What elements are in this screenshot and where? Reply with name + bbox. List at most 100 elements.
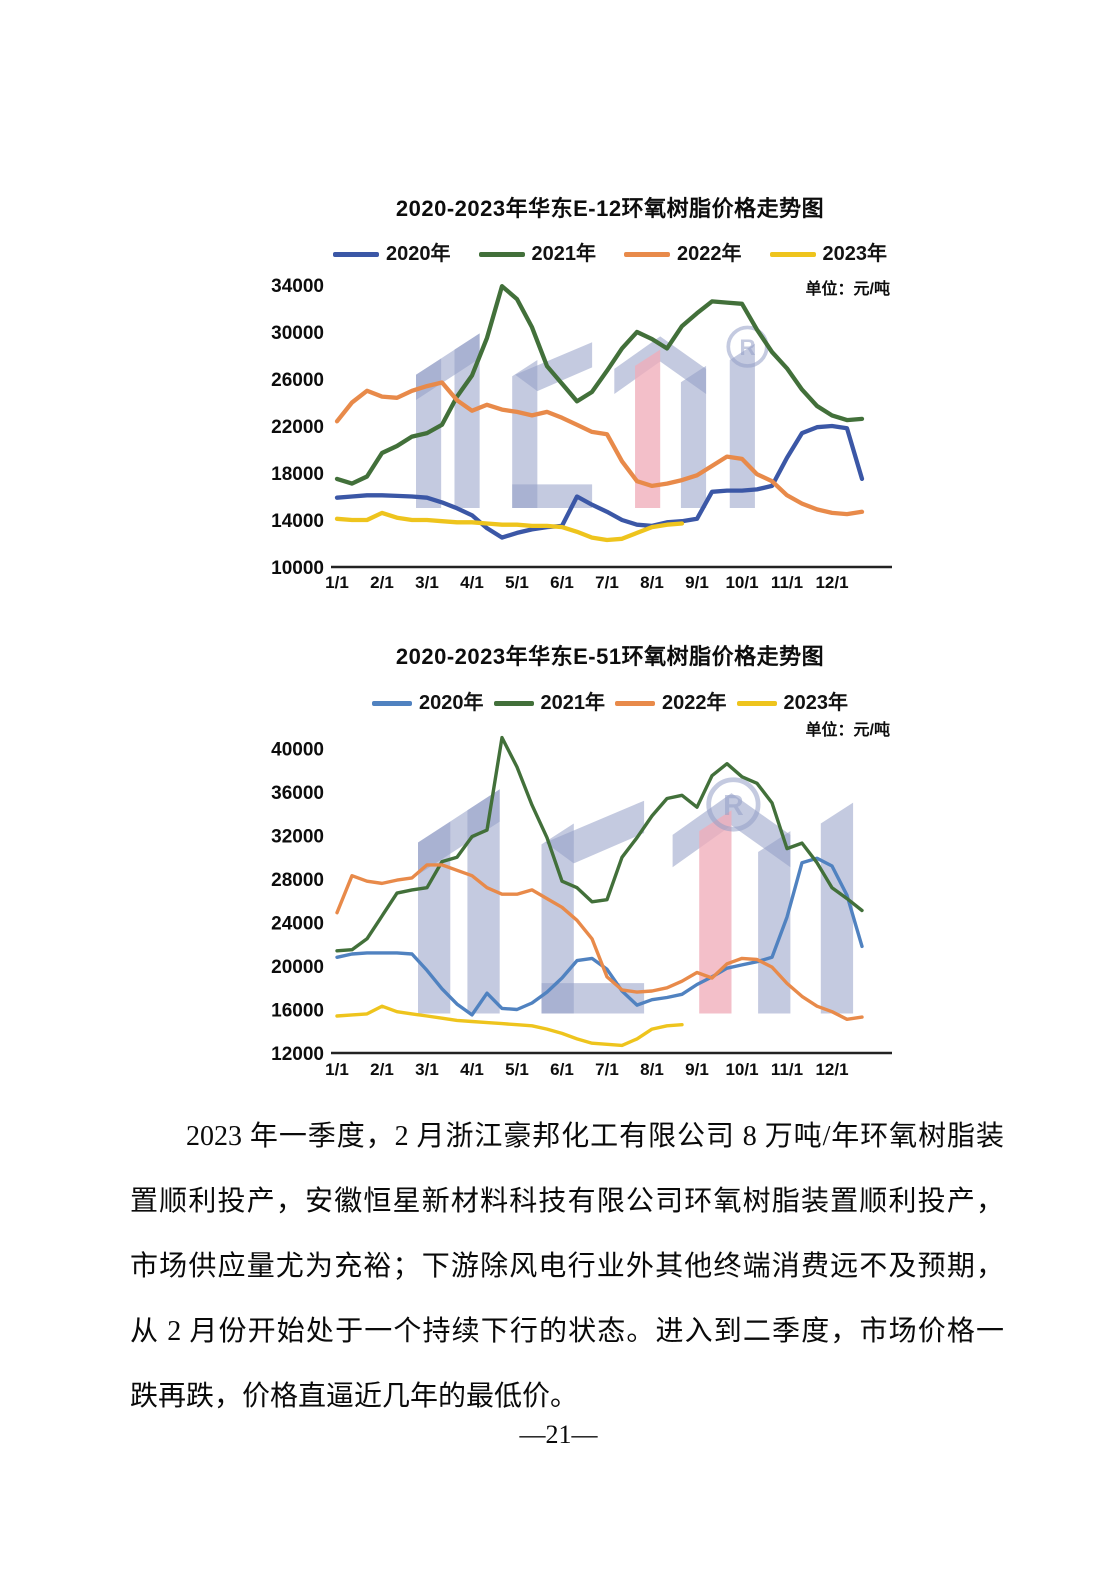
legend-swatch-2023: [769, 251, 816, 257]
y-tick-label: 24000: [271, 914, 324, 935]
series-line-2020年: [335, 856, 864, 1017]
legend-label-2020: 2020年: [419, 692, 484, 714]
y-tick-label: 32000: [271, 827, 324, 848]
y-tick-label: 14000: [271, 511, 324, 532]
legend-swatch-2022: [615, 700, 655, 706]
watermark-shape: [758, 831, 791, 1014]
x-tick-label: 12/1: [815, 1060, 848, 1079]
watermark-shape: [418, 789, 500, 875]
legend-label-2023: 2023年: [783, 692, 849, 714]
watermark-shape: [680, 365, 707, 508]
x-tick-label: 1/1: [325, 573, 349, 592]
y-tick-label: 26000: [271, 370, 324, 391]
x-tick-label: 5/1: [505, 573, 529, 592]
x-tick-label: 2/1: [370, 1060, 394, 1079]
watermark-logo: R: [416, 325, 769, 508]
legend-swatch-2021: [478, 251, 525, 257]
legend-label-2020: 2020年: [386, 243, 451, 265]
paragraph-line: 市场供应量尤为充裕；下游除风电行业外其他终端消费远不及预期，: [130, 1251, 1004, 1282]
chart2-canvas: R 12000 16000 20000 24000 28000 32000 36000 4000…: [271, 735, 892, 1079]
y-tick-label: 34000: [271, 276, 324, 297]
legend-label-2021: 2021年: [540, 692, 606, 714]
legend-item-2022: 2022年: [615, 692, 727, 714]
page-number: —21—: [519, 1420, 598, 1449]
registered-mark-letter: R: [723, 790, 744, 822]
watermark-shape: [418, 821, 451, 1014]
y-tick-label: 18000: [271, 464, 324, 485]
x-tick-label: 6/1: [550, 1060, 574, 1079]
chart1-title: 2020-2023年华东E-12环氧树脂价格走势图: [395, 196, 825, 221]
legend-swatch-2023: [736, 700, 777, 706]
body-paragraph: 2023 年一季度，2 月浙江豪邦化工有限公司 8 万吨/年环氧树脂装 置顺利投…: [130, 1108, 1004, 1433]
series-line-2021年: [335, 735, 864, 953]
watermark-shape: [515, 342, 593, 392]
chart2-legend: 2020年 2021年 2022年 2023年: [150, 692, 1070, 714]
legend-item-2021: 2021年: [478, 243, 596, 265]
series-line-2022年: [334, 380, 865, 517]
watermark-logo: R: [418, 777, 854, 1014]
chart1-canvas: R 10000 14000 18000 22000 26000 30000 34000 1/1 2…: [271, 276, 892, 592]
y-tick-label: 30000: [271, 323, 324, 344]
y-tick-label: 40000: [271, 740, 324, 761]
chart2-title: 2020-2023年华东E-51环氧树脂价格走势图: [395, 644, 825, 669]
legend-item-2021: 2021年: [493, 692, 606, 714]
paragraph-line: 从 2 月份开始处于一个持续下行的状态。进入到二季度，市场价格一: [130, 1316, 1004, 1347]
x-tick-label: 7/1: [595, 573, 619, 592]
watermark-shape: [614, 336, 707, 395]
watermark-shape: [467, 789, 500, 1014]
legend-swatch-2020: [333, 251, 379, 257]
paragraph-line: 跌再跌，价格直逼近几年的最低价。: [130, 1381, 579, 1412]
y-tick-label: 28000: [271, 870, 324, 891]
series-line-2023年: [334, 510, 685, 543]
series-line-2021年: [334, 284, 865, 486]
legend-swatch-2022: [624, 251, 670, 257]
watermark-shape: [672, 793, 791, 868]
series-line-2023年: [335, 1004, 684, 1048]
x-tick-label: 10/1: [725, 573, 758, 592]
chart1-unit-label: 单位：元/吨: [805, 281, 890, 298]
x-tick-label: 10/1: [725, 1060, 758, 1079]
x-tick-label: 9/1: [685, 1060, 709, 1079]
watermark-shape: [635, 349, 661, 508]
watermark-shape: [820, 802, 854, 1014]
legend-label-2022: 2022年: [677, 243, 742, 265]
x-tick-label: 5/1: [505, 1060, 529, 1079]
x-tick-label: 9/1: [685, 573, 709, 592]
y-tick-label: 36000: [271, 783, 324, 804]
legend-swatch-2021: [493, 700, 534, 706]
legend-swatch-2020: [372, 700, 412, 706]
registered-mark-icon: [706, 777, 761, 832]
paragraph-line: 置顺利投产，安徽恒星新材料科技有限公司环氧树脂装置顺利投产，: [130, 1186, 1004, 1217]
legend-label-2023: 2023年: [822, 243, 888, 265]
x-tick-label: 4/1: [460, 1060, 484, 1079]
legend-item-2022: 2022年: [624, 243, 742, 265]
x-tick-label: 12/1: [815, 573, 848, 592]
x-tick-label: 6/1: [550, 573, 574, 592]
watermark-shape: [729, 343, 755, 508]
legend-item-2023: 2023年: [769, 243, 888, 265]
watermark-shape: [541, 983, 645, 1014]
x-tick-label: 1/1: [325, 1060, 349, 1079]
x-tick-label: 4/1: [460, 573, 484, 592]
legend-item-2023: 2023年: [736, 692, 849, 714]
legend-label-2022: 2022年: [662, 692, 727, 714]
legend-item-2020: 2020年: [333, 243, 451, 265]
chart1-legend: 2020年 2021年 2022年 2023年: [150, 243, 1070, 265]
y-tick-label: 10000: [271, 558, 324, 579]
watermark-shape: [541, 823, 574, 1014]
y-tick-label: 22000: [271, 417, 324, 438]
series-line-2022年: [335, 863, 864, 1021]
x-tick-label: 2/1: [370, 573, 394, 592]
x-tick-label: 7/1: [595, 1060, 619, 1079]
legend-item-2020: 2020年: [372, 692, 484, 714]
registered-mark-letter: R: [740, 335, 756, 360]
x-tick-label: 11/1: [771, 573, 803, 592]
chart2-unit-label: 单位：元/吨: [805, 722, 890, 739]
y-tick-label: 16000: [271, 1001, 324, 1022]
x-tick-label: 11/1: [771, 1060, 803, 1079]
y-tick-label: 12000: [271, 1044, 324, 1065]
y-tick-label: 20000: [271, 957, 324, 978]
watermark-shape: [512, 360, 538, 508]
x-tick-label: 8/1: [640, 1060, 664, 1079]
